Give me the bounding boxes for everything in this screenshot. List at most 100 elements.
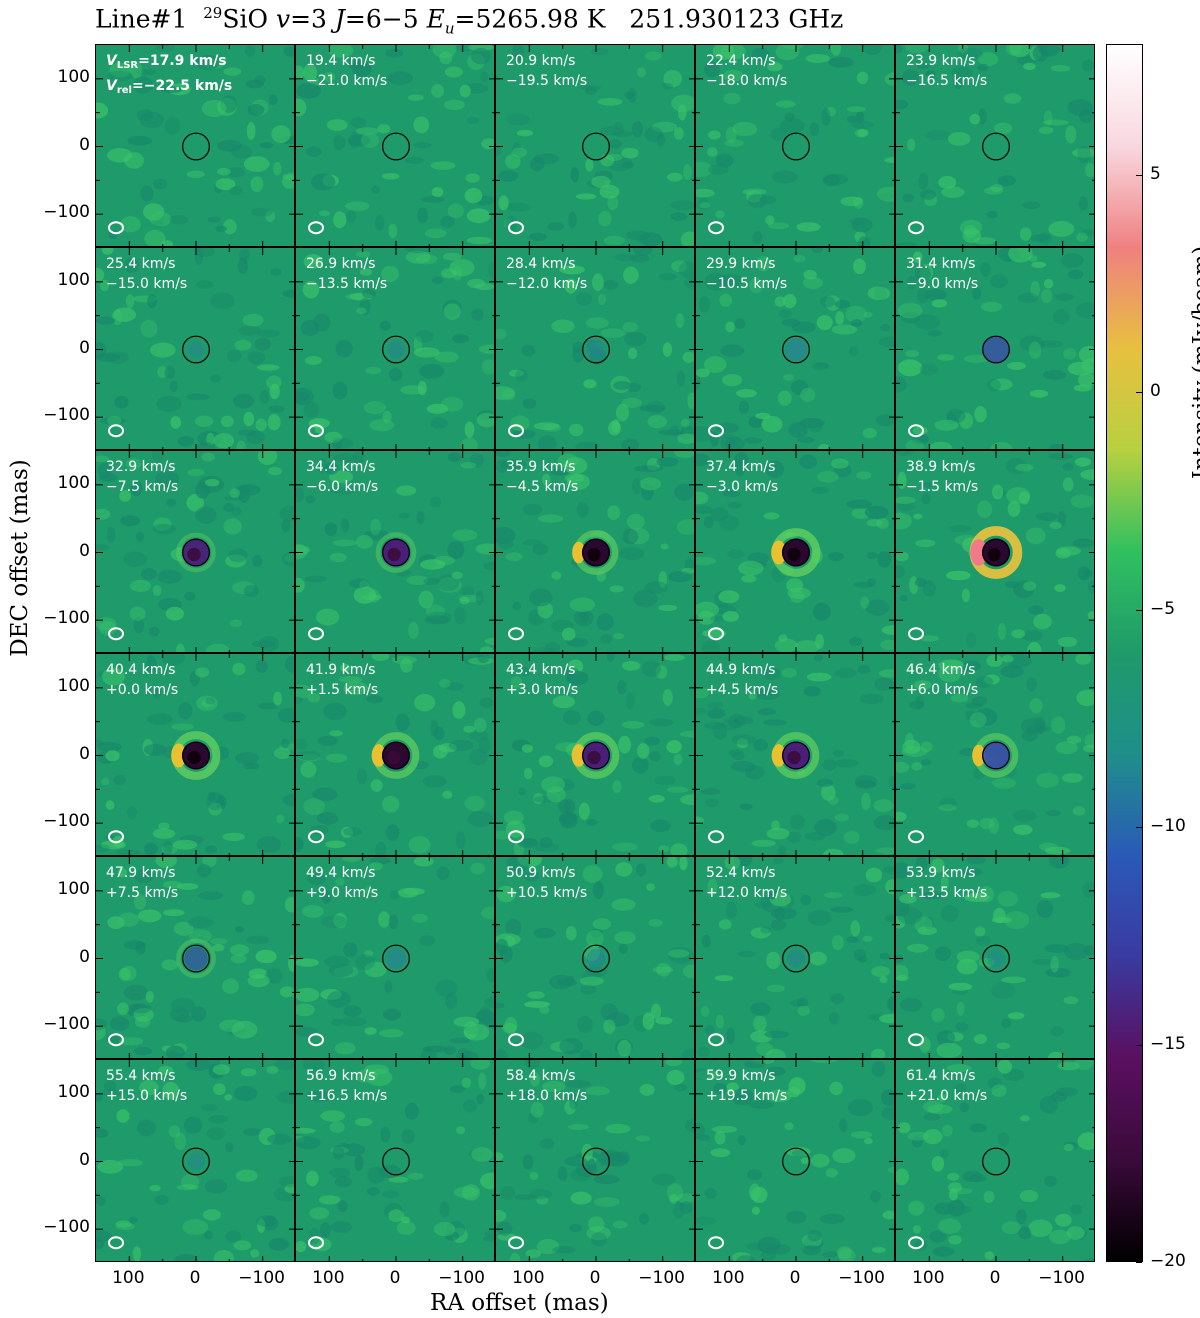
noise-blob — [504, 1016, 518, 1035]
noise-blob — [603, 1019, 616, 1034]
noise-blob — [413, 335, 423, 352]
noise-blob — [1072, 148, 1094, 158]
vlsr-value: 34.4 km/s — [306, 459, 376, 475]
noise-blob — [1019, 335, 1045, 352]
noise-blob — [631, 756, 649, 774]
noise-blob — [900, 311, 920, 324]
noise-blob — [624, 332, 647, 347]
noise-blob — [235, 752, 259, 765]
noise-blob — [622, 161, 634, 169]
noise-blob — [747, 193, 767, 209]
noise-blob — [846, 115, 859, 123]
noise-blob — [334, 1042, 356, 1055]
noise-blob — [897, 1122, 911, 1134]
stellar-disc-outline — [982, 538, 1010, 567]
noise-blob — [476, 1093, 485, 1105]
noise-blob — [576, 501, 589, 518]
noise-blob — [813, 602, 831, 621]
noise-blob — [117, 1002, 129, 1015]
panel-velocity-label: 53.9 km/s +13.5 km/s — [906, 863, 987, 903]
noise-blob — [991, 982, 1016, 999]
x-tick-label: 100 — [712, 1268, 745, 1288]
noise-blob — [235, 926, 244, 933]
noise-blob — [923, 1113, 941, 1121]
noise-blob — [275, 1060, 294, 1071]
noise-blob — [901, 746, 928, 757]
noise-blob — [431, 276, 444, 284]
noise-blob — [550, 469, 569, 476]
noise-blob — [353, 451, 365, 464]
noise-blob — [257, 364, 280, 371]
noise-blob — [523, 768, 533, 780]
noise-blob — [750, 1002, 771, 1016]
noise-blob — [341, 826, 353, 838]
noise-blob — [141, 568, 157, 580]
noise-blob — [443, 1045, 456, 1055]
noise-blob — [696, 368, 710, 378]
noise-blob — [219, 1019, 245, 1033]
noise-blob — [600, 328, 626, 338]
noise-blob — [385, 48, 404, 58]
noise-blob — [997, 1060, 1013, 1074]
noise-blob — [862, 45, 883, 56]
vlsr-value: 52.4 km/s — [706, 865, 776, 881]
stellar-disc-outline — [382, 944, 410, 973]
noise-blob — [367, 1187, 380, 1196]
noise-blob — [946, 1064, 972, 1072]
noise-blob — [674, 483, 694, 501]
channel-map-grid: VLSR=17.9 km/s Vrel=−22.5 km/s 19.4 km/s −2… — [95, 44, 1095, 1262]
beam-ellipse — [108, 627, 124, 641]
noise-blob — [335, 339, 353, 358]
noise-blob — [570, 1191, 592, 1205]
noise-blob — [684, 277, 694, 289]
noise-blob — [406, 575, 429, 585]
noise-blob — [296, 83, 321, 99]
noise-blob — [805, 54, 830, 63]
noise-blob — [139, 1079, 159, 1096]
noise-blob — [586, 818, 598, 826]
noise-blob — [796, 997, 809, 1008]
noise-blob — [904, 732, 915, 751]
noise-blob — [302, 1060, 325, 1072]
noise-blob — [1041, 288, 1053, 304]
emission-ring — [375, 532, 417, 573]
noise-blob — [296, 1136, 321, 1150]
noise-blob — [865, 599, 890, 616]
noise-blob — [509, 1252, 521, 1261]
noise-blob — [938, 176, 957, 189]
panel-map — [696, 857, 894, 1058]
absorption-core — [587, 547, 601, 562]
noise-blob — [828, 57, 854, 68]
noise-blob — [932, 1246, 955, 1257]
noise-blob — [301, 905, 324, 918]
noise-blob — [1022, 201, 1041, 210]
noise-blob — [1065, 125, 1077, 144]
noise-blob — [224, 494, 243, 501]
noise-blob — [476, 1010, 494, 1022]
noise-blob — [471, 1147, 493, 1162]
noise-blob — [755, 256, 772, 272]
noise-blob — [96, 1237, 104, 1250]
noise-blob — [615, 403, 630, 422]
noise-blob — [855, 779, 876, 788]
noise-blob — [707, 702, 723, 709]
noise-blob — [719, 515, 739, 531]
noise-blob — [255, 660, 268, 673]
noise-blob — [343, 942, 358, 958]
noise-blob — [812, 362, 829, 370]
noise-blob — [772, 170, 798, 184]
noise-blob — [668, 571, 692, 583]
noise-blob — [993, 908, 1006, 924]
noise-blob — [871, 1061, 886, 1078]
panel-map — [96, 857, 294, 1058]
noise-blob — [633, 590, 658, 608]
noise-blob — [183, 1116, 203, 1134]
noise-blob — [678, 261, 694, 279]
noise-blob — [569, 423, 584, 437]
noise-blob — [101, 248, 114, 255]
noise-blob — [405, 250, 431, 264]
emission-spot — [771, 744, 786, 767]
noise-blob — [665, 1060, 683, 1066]
noise-blob — [470, 453, 484, 468]
noise-blob — [230, 954, 247, 964]
